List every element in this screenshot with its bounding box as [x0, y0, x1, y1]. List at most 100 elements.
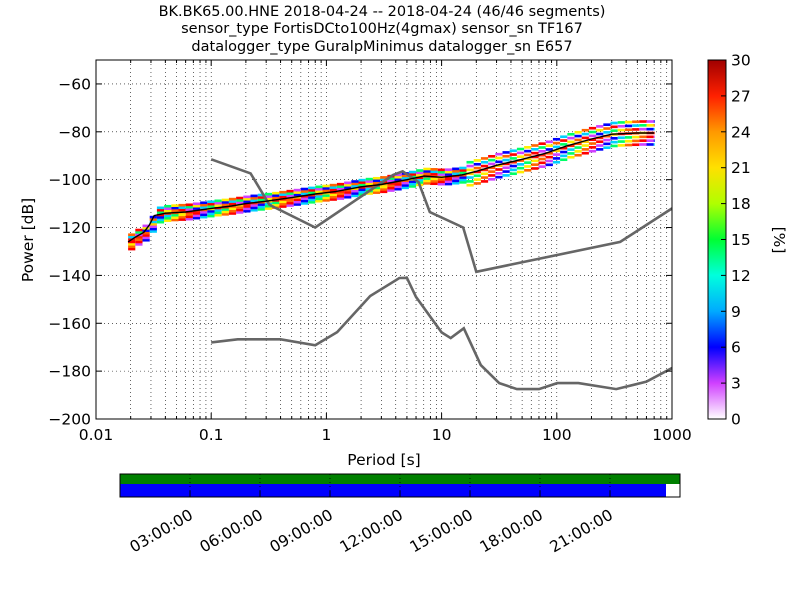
pdf-cell — [509, 168, 517, 172]
y-tick-label: −140 — [48, 267, 91, 285]
pdf-cell — [545, 151, 553, 155]
pdf-cell — [473, 166, 481, 170]
pdf-cell — [524, 165, 532, 168]
pdf-cell — [531, 159, 539, 163]
pdf-cell — [149, 220, 157, 224]
pdf-cell — [250, 206, 258, 210]
pdf-cell — [221, 198, 229, 202]
pdf-cell — [552, 141, 561, 145]
pdf-cell — [538, 165, 546, 168]
colorbar: 0 3 6 9 12 15 18 21 24 27 30 [%] — [707, 52, 788, 429]
pdf-cell — [228, 202, 237, 206]
pdf-cell — [272, 201, 280, 205]
pdf-cell — [351, 184, 359, 188]
pdf-cell — [495, 175, 503, 179]
pdf-cell — [243, 207, 251, 211]
pdf-cell — [538, 161, 546, 165]
pdf-cell — [610, 144, 618, 148]
pdf-cell — [322, 189, 330, 193]
pdf-cell — [480, 172, 489, 176]
pdf-cell — [293, 200, 301, 204]
pdf-cell — [221, 208, 229, 211]
pdf-cell — [286, 189, 294, 193]
pdf-cell — [221, 210, 229, 214]
timeline-tick-label: 12:00:00 — [337, 506, 406, 556]
colorbar-tick-label: 9 — [731, 303, 741, 321]
pdf-cell — [552, 160, 561, 164]
pdf-cell — [416, 178, 424, 182]
pdf-cell — [279, 202, 287, 206]
pdf-cell — [336, 194, 345, 198]
pdf-cell — [581, 128, 589, 132]
pdf-cell — [495, 164, 503, 167]
pdf-cell — [329, 186, 337, 189]
pdf-cell — [444, 170, 453, 174]
pdf-cell — [459, 171, 467, 175]
pdf-cell — [567, 140, 575, 144]
pdf-cell — [545, 148, 553, 151]
pdf-cell — [344, 183, 352, 187]
pdf-cell — [480, 157, 489, 160]
pdf-cell — [185, 213, 193, 216]
colorbar-tick-label: 18 — [731, 195, 751, 213]
pdf-cell — [452, 181, 460, 185]
pdf-cell — [466, 164, 474, 168]
pdf-cell — [567, 136, 575, 140]
pdf-cell — [171, 204, 179, 207]
pdf-cell — [588, 126, 597, 130]
y-axis-label: Power [dB] — [19, 198, 37, 282]
pdf-cell — [128, 233, 136, 237]
pdf-cell — [200, 211, 208, 214]
pdf-cell — [581, 136, 589, 140]
pdf-cell — [574, 146, 582, 149]
title-line-3: datalogger_type GuralpMinimus datalogger… — [191, 39, 572, 55]
x-tick-label: 1000 — [652, 426, 691, 444]
pdf-cell — [502, 174, 510, 177]
pdf-cell — [149, 218, 157, 221]
pdf-cell — [336, 187, 345, 191]
pdf-cell — [401, 176, 409, 180]
psd-plot-area: 0.01 0.1 1 10 100 1000 −200 −180 −160 −140 −120 −1… — [19, 59, 692, 469]
pdf-cell — [444, 173, 453, 176]
pdf-cell — [466, 183, 474, 187]
pdf-cell — [624, 143, 633, 147]
pdf-cell — [372, 176, 381, 180]
pdf-cell — [437, 180, 445, 184]
pdf-cell — [279, 193, 287, 196]
pdf-cell — [322, 199, 330, 202]
pdf-cell — [473, 178, 481, 181]
median-curve — [127, 132, 655, 243]
pdf-cell — [423, 182, 431, 185]
pdf-cell — [567, 148, 575, 151]
pdf-cell — [466, 180, 474, 183]
pdf-cell — [214, 211, 222, 215]
pdf-cell — [437, 178, 445, 181]
pdf-cell — [221, 203, 229, 207]
pdf-cell — [401, 184, 409, 187]
pdf-cell — [135, 235, 143, 239]
pdf-cell — [286, 201, 294, 205]
pdf-cell — [142, 234, 150, 237]
pdf-cell — [596, 148, 604, 151]
pdf-cell — [603, 123, 611, 127]
pdf-cell — [430, 168, 438, 171]
pdf-cell — [423, 167, 431, 171]
pdf-cell — [430, 177, 438, 181]
pdf-cell — [351, 194, 359, 198]
pdf-cell — [531, 155, 539, 159]
pdf-cell — [480, 180, 489, 183]
pdf-cell — [171, 209, 179, 212]
pdf-cell — [408, 182, 417, 186]
pdf-cell — [574, 134, 582, 138]
pdf-cell — [581, 140, 589, 144]
pdf-cell — [365, 187, 373, 191]
pdf-cell — [488, 170, 496, 173]
figure-title: BK.BK65.00.HNE 2018-04-24 -- 2018-04-24 … — [159, 4, 606, 55]
pdf-cell — [617, 124, 625, 128]
pdf-cell — [279, 205, 287, 208]
pdf-cell — [365, 192, 373, 195]
pdf-cell — [617, 136, 625, 140]
pdf-cell — [322, 187, 330, 190]
pdf-cell — [516, 147, 525, 151]
